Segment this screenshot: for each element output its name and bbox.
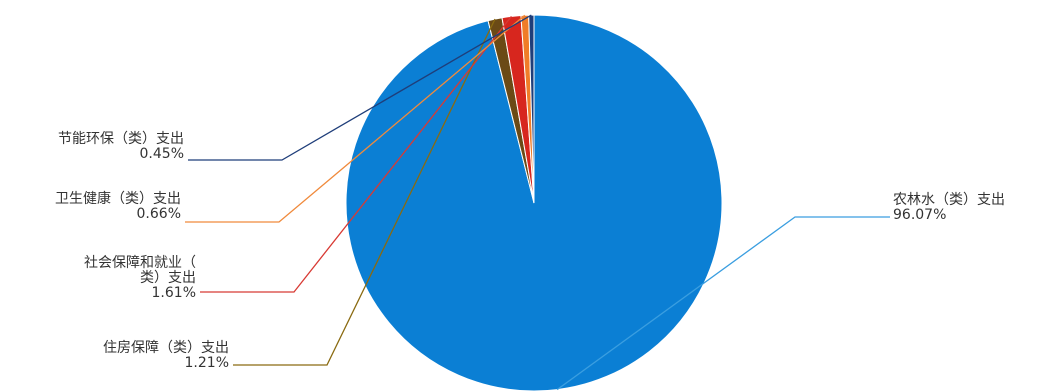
slice-name: 类）支出 — [140, 270, 196, 286]
leader-line — [188, 14, 532, 161]
slice-label: 社会保障和就业（类）支出 1.61% — [84, 255, 196, 301]
slice-name: 住房保障（类）支出 — [103, 340, 229, 356]
leader-line — [200, 15, 512, 293]
slice-labels: 农林水（类）支出 96.07% 住房保障（类）支出 1.21% 社会保障和就业（类）支出… — [55, 131, 1005, 371]
slice-label: 农林水（类）支出 96.07% — [893, 192, 1005, 223]
slice-name: 农林水（类）支出 — [893, 192, 1005, 208]
slice-percent: 1.61% — [152, 285, 196, 301]
slice-percent: 0.66% — [137, 206, 181, 222]
slice-name: 卫生健康（类）支出 — [55, 190, 181, 207]
slice-label: 卫生健康（类）支出 0.66% — [55, 190, 181, 222]
slice-name: 节能环保（类）支出 — [58, 131, 184, 147]
slice-percent: 1.21% — [185, 355, 229, 371]
leader-line — [556, 216, 890, 391]
slice-percent: 0.45% — [140, 146, 184, 162]
leader-line — [185, 14, 526, 223]
slice-name: 社会保障和就业（ — [84, 255, 196, 271]
leader-line — [233, 18, 496, 366]
slice-percent: 96.07% — [893, 207, 946, 223]
pie-slices — [345, 14, 723, 392]
leader-lines — [185, 14, 890, 391]
slice-label: 住房保障（类）支出 1.21% — [103, 340, 229, 371]
slice-label: 节能环保（类）支出 0.45% — [58, 131, 184, 162]
